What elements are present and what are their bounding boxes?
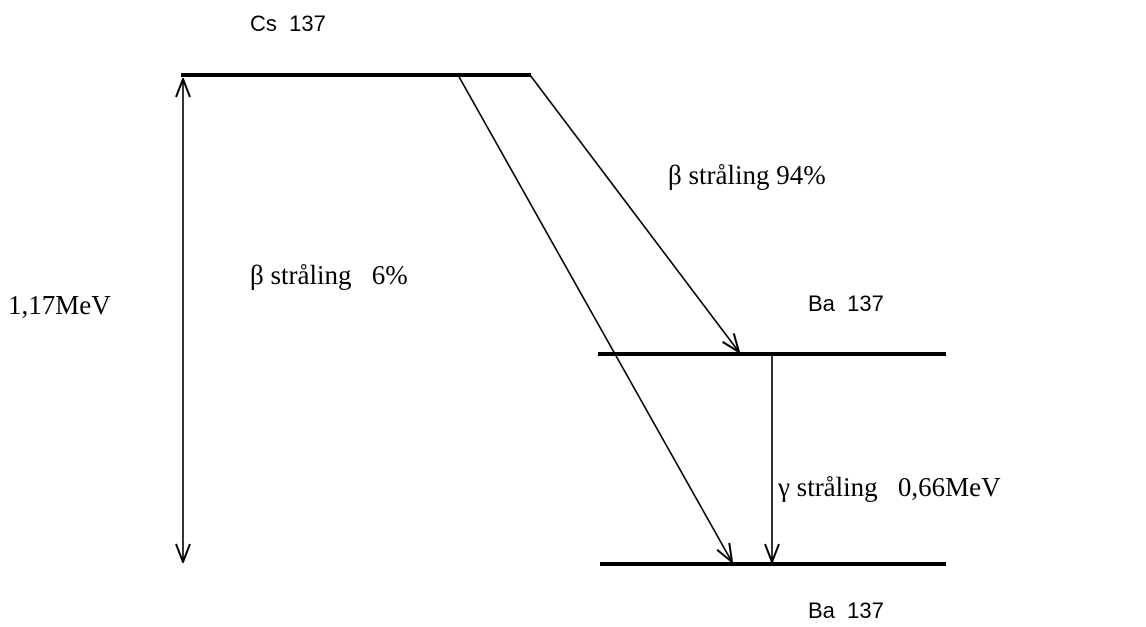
level-label: Cs 137 (250, 11, 326, 36)
transition-label: γ stråling 0,66MeV (777, 472, 1001, 502)
transition-label: β stråling 6% (250, 260, 408, 290)
energy-label: 1,17MeV (8, 290, 111, 320)
transition-arrow (529, 74, 739, 352)
transition-label: β stråling 94% (668, 160, 826, 190)
transition-arrow (457, 74, 732, 562)
level-label: Ba 137 (808, 291, 884, 316)
level-label: Ba 137 (808, 598, 884, 623)
